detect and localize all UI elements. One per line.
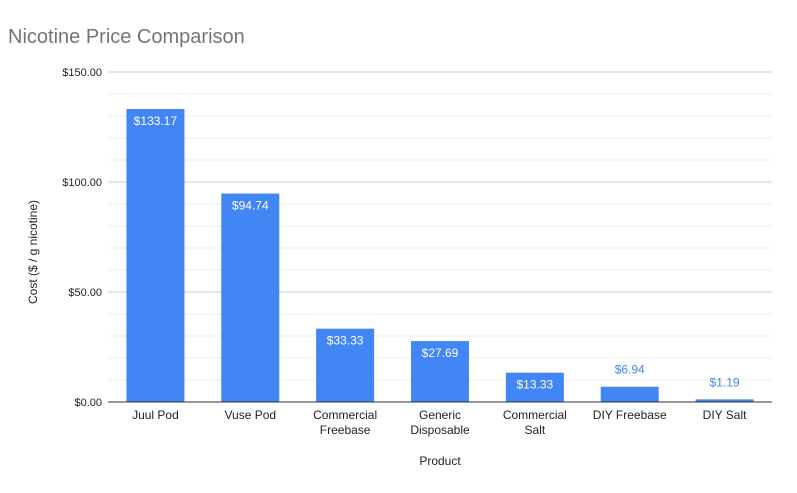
bar[interactable] [221, 193, 280, 402]
x-tick-label: Commercial [313, 408, 377, 422]
bars [126, 109, 754, 402]
data-label: $133.17 [134, 114, 178, 128]
x-tick-label: DIY Salt [703, 408, 747, 422]
x-axis-label: Product [419, 454, 461, 468]
y-axis-label: Cost ($ / g nicotine) [26, 200, 40, 304]
x-tick-label: DIY Freebase [593, 408, 667, 422]
x-tick-label: Generic [419, 408, 461, 422]
y-tick-label: $50.00 [68, 287, 102, 299]
y-tick-label: $150.00 [62, 67, 102, 79]
axes: $0.00 $50.00 $100.00 $150.00 Juul Pod Vuse Po… [62, 67, 772, 437]
data-label: $33.33 [327, 334, 364, 348]
chart-title: Nicotine Price Comparison [8, 26, 245, 48]
gridlines [108, 71, 772, 381]
data-label: $1.19 [710, 375, 740, 389]
x-tick-label: Disposable [410, 423, 470, 437]
data-label: $6.94 [615, 363, 645, 377]
bar[interactable] [126, 109, 185, 402]
y-tick-label: $0.00 [74, 397, 102, 409]
x-tick-label: Salt [525, 423, 546, 437]
data-labels: $133.17 $94.74 $33.33 $27.69 $13.33 $6.94 $1.1… [134, 114, 740, 392]
data-label: $13.33 [517, 378, 554, 392]
bar[interactable] [316, 328, 375, 402]
x-tick-label: Vuse Pod [224, 408, 276, 422]
x-tick-label: Commercial [503, 408, 567, 422]
bar[interactable] [695, 399, 754, 402]
x-tick-label: Freebase [320, 423, 371, 437]
bar[interactable] [600, 386, 659, 402]
bar[interactable] [505, 372, 564, 402]
bar[interactable] [411, 341, 469, 402]
data-label: $27.69 [422, 346, 459, 360]
y-tick-label: $100.00 [62, 177, 102, 189]
x-tick-label: Juul Pod [132, 408, 179, 422]
data-label: $94.74 [232, 199, 269, 213]
